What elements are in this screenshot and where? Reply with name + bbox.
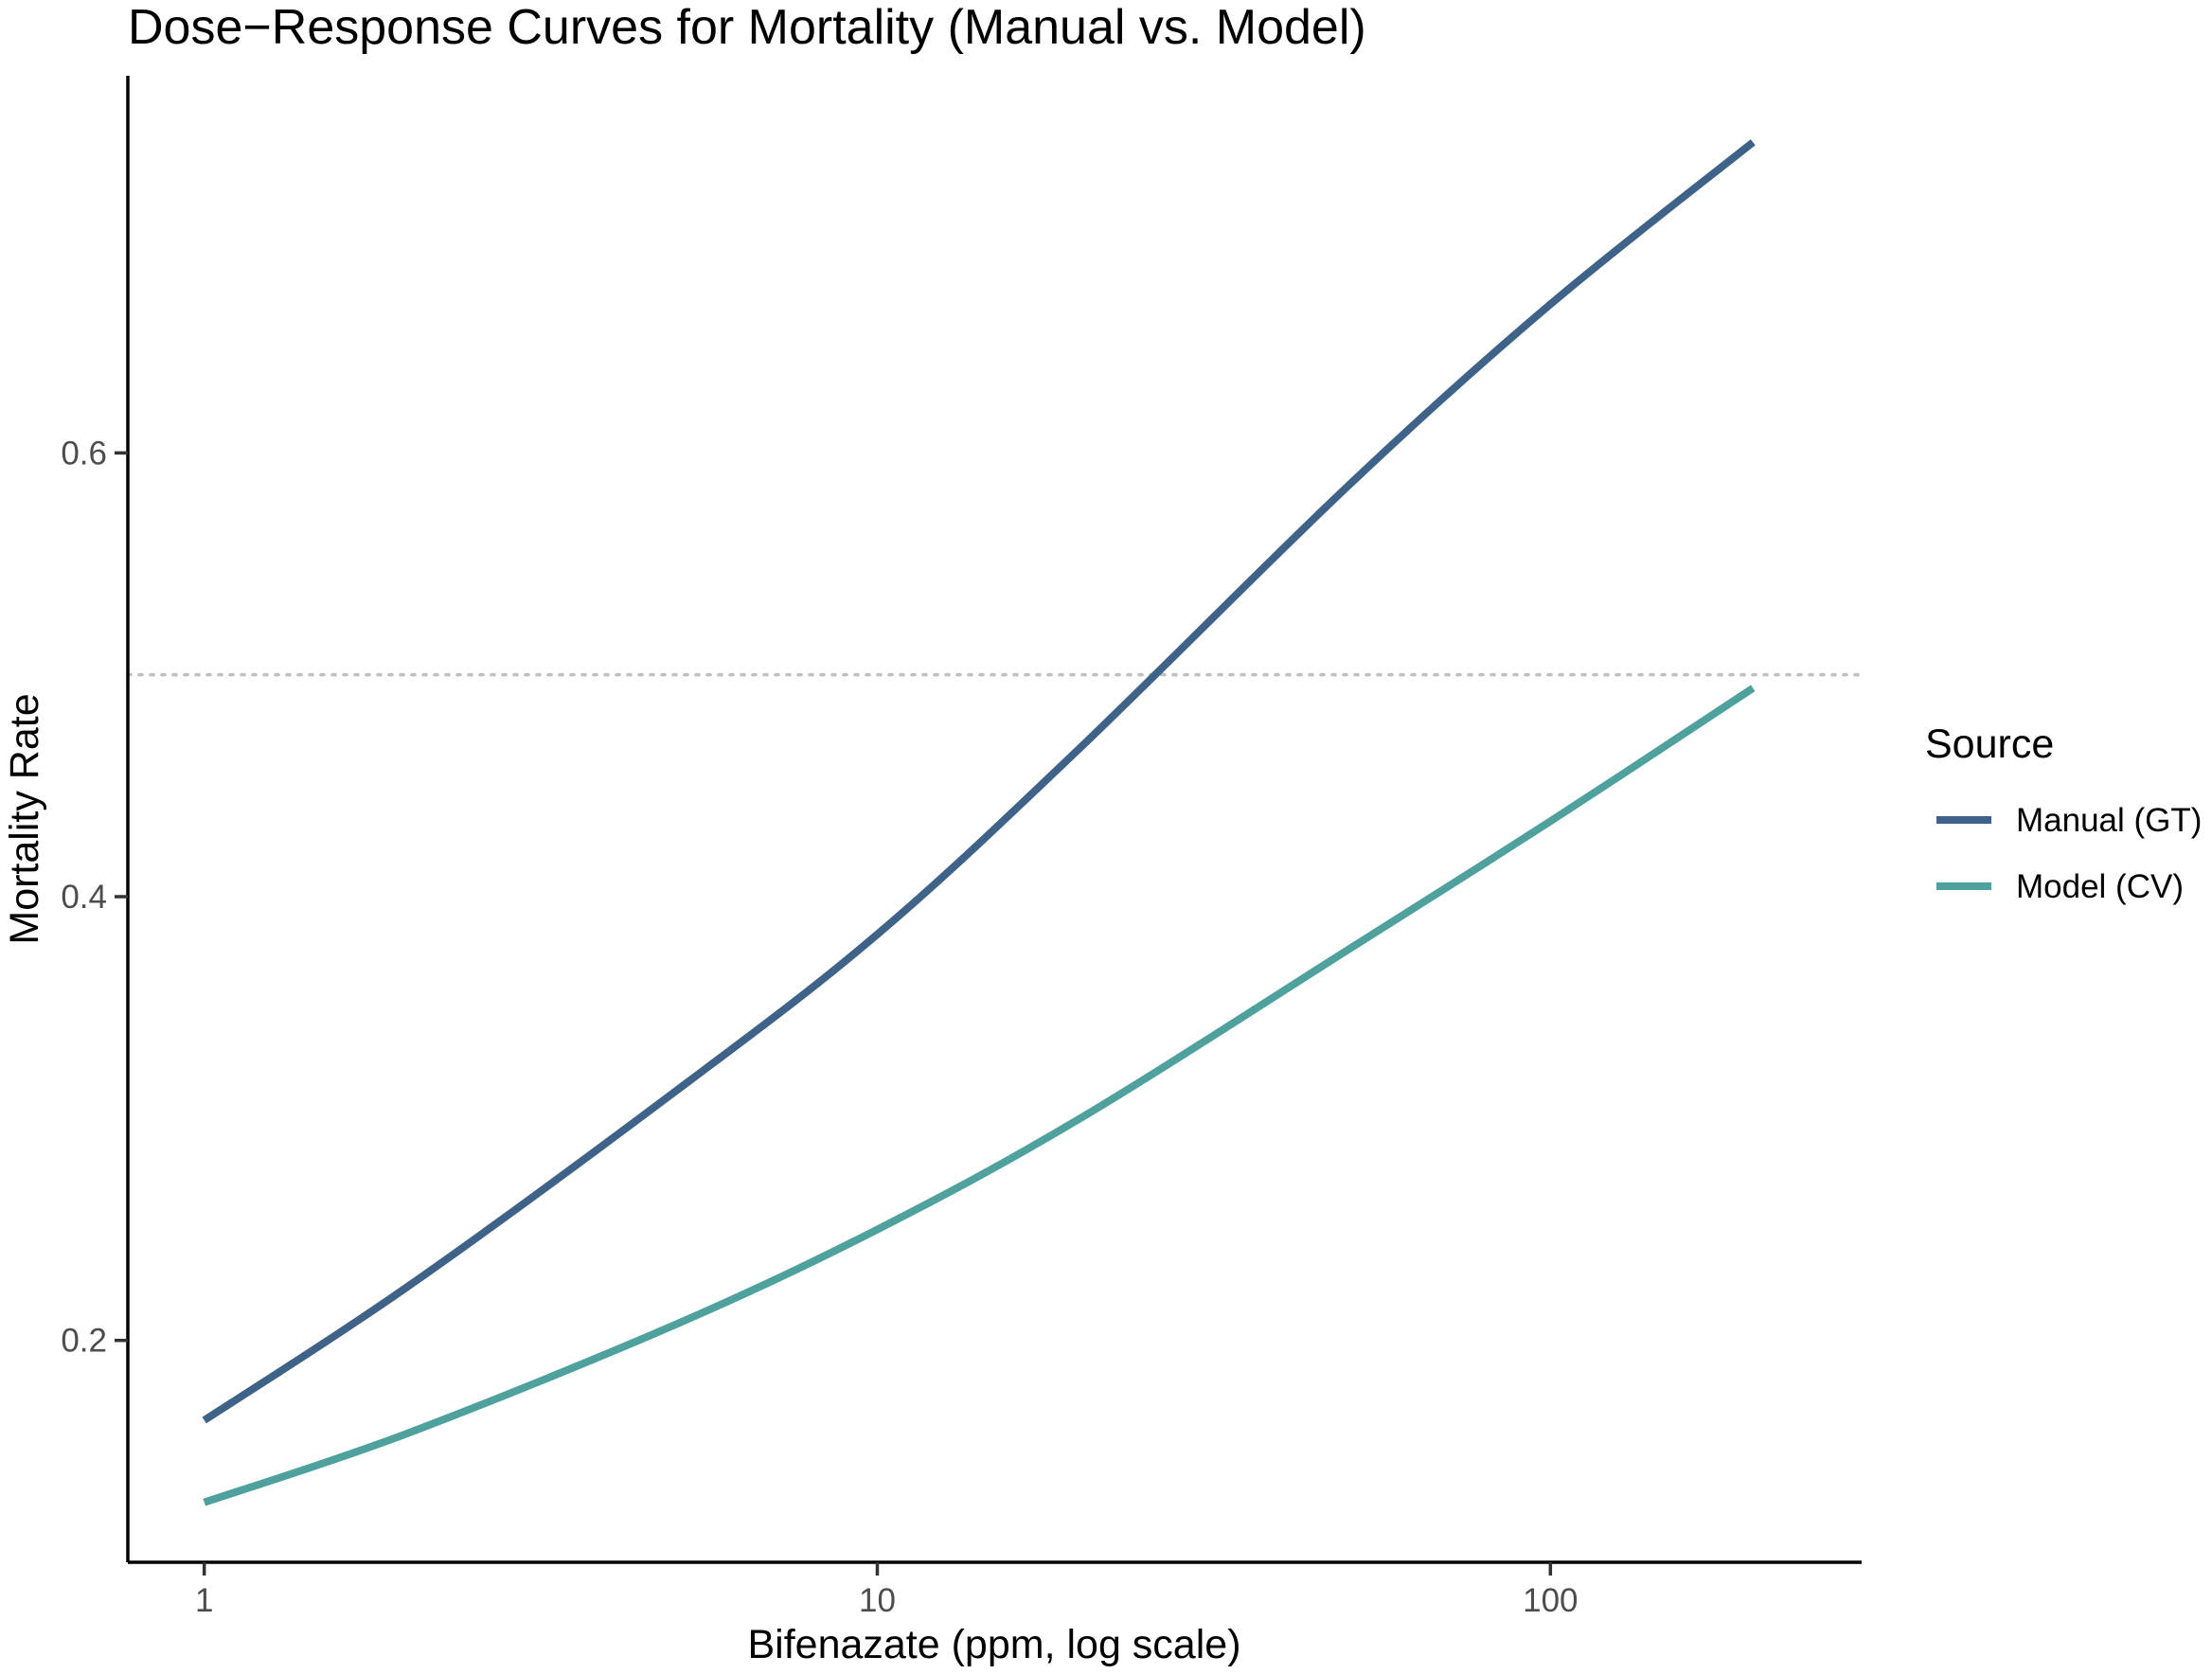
x-axis-ticks: 1 10 100 xyxy=(195,1562,1579,1619)
series-line-model-cv xyxy=(203,685,1756,1506)
y-axis-ticks: 0.2 0.4 0.6 xyxy=(61,435,128,1360)
legend-label-manual-gt: Manual (GT) xyxy=(2016,802,2202,839)
x-axis-title: Bifenazate (ppm, log scale) xyxy=(747,1622,1240,1667)
x-tick-label: 1 xyxy=(195,1582,213,1619)
series-line-manual-gt xyxy=(202,139,1756,1424)
plot-area xyxy=(126,139,1864,1506)
legend-items: Manual (GT) Model (CV) xyxy=(1936,802,2202,905)
legend: Source Manual (GT) Model (CV) xyxy=(1925,721,2202,905)
legend-label-model-cv: Model (CV) xyxy=(2016,868,2184,905)
y-tick-label: 0.2 xyxy=(61,1323,107,1360)
y-axis-title: Mortality Rate xyxy=(2,693,47,944)
y-tick-label: 0.4 xyxy=(61,879,107,916)
x-tick-label: 10 xyxy=(859,1582,896,1619)
y-tick-label: 0.6 xyxy=(61,435,107,472)
x-tick-label: 100 xyxy=(1523,1582,1578,1619)
legend-title: Source xyxy=(1925,721,2054,767)
chart-title: Dose−Response Curves for Mortality (Manu… xyxy=(128,0,1366,55)
